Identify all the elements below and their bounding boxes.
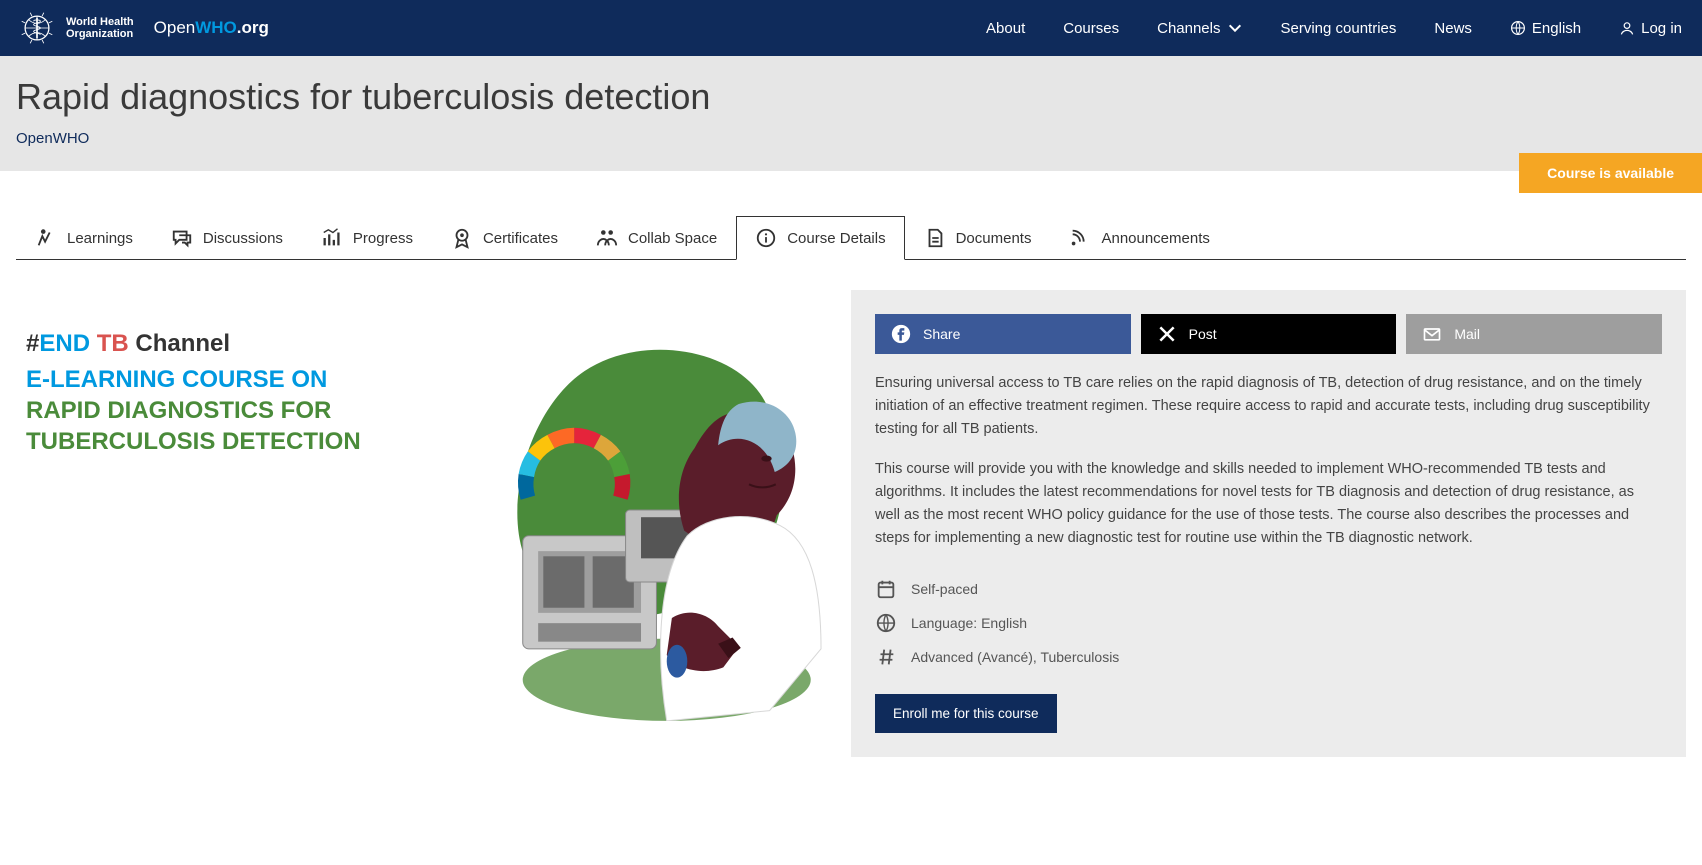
chevron-down-icon	[1227, 20, 1243, 36]
nav-login[interactable]: Log in	[1619, 20, 1682, 37]
who-logo-icon	[20, 11, 54, 45]
brand-text: OpenWHO.org	[154, 18, 269, 38]
info-icon	[755, 227, 777, 249]
globe-icon	[1510, 20, 1526, 36]
nav-about[interactable]: About	[986, 20, 1025, 37]
hero-illustration	[461, 330, 831, 726]
tab-announcements[interactable]: Announcements	[1050, 216, 1228, 260]
nav-serving[interactable]: Serving countries	[1281, 20, 1397, 37]
nav-channels[interactable]: Channels	[1157, 20, 1242, 37]
tabs-bar: Learnings Discussions Progress Certifica…	[16, 215, 1686, 260]
enroll-button[interactable]: Enroll me for this course	[875, 694, 1057, 733]
top-nav: World HealthOrganization OpenWHO.org Abo…	[0, 0, 1702, 56]
mail-icon	[1422, 324, 1442, 344]
hero-hash-line: #END TB Channel	[26, 330, 461, 358]
title-band: Rapid diagnostics for tuberculosis detec…	[0, 56, 1702, 171]
share-x-button[interactable]: Post	[1141, 314, 1397, 354]
collab-icon	[596, 227, 618, 249]
announcements-icon	[1069, 227, 1091, 249]
description-p2: This course will provide you with the kn…	[875, 458, 1662, 551]
share-row: Share Post Mail	[875, 314, 1662, 354]
share-facebook-button[interactable]: Share	[875, 314, 1131, 354]
discussions-icon	[171, 227, 193, 249]
meta-language: Language: English	[875, 612, 1662, 634]
user-icon	[1619, 20, 1635, 36]
hero-panel: #END TB Channel E-LEARNING COURSE ON RAP…	[16, 290, 851, 757]
details-panel: Share Post Mail Ensuring universal acces…	[851, 290, 1686, 757]
nav-courses[interactable]: Courses	[1063, 20, 1119, 37]
documents-icon	[924, 227, 946, 249]
description-p1: Ensuring universal access to TB care rel…	[875, 372, 1662, 442]
hash-icon	[875, 646, 897, 668]
nav-language[interactable]: English	[1510, 20, 1581, 37]
page-title: Rapid diagnostics for tuberculosis detec…	[16, 76, 1686, 118]
meta-tags: Advanced (Avancé), Tuberculosis	[875, 646, 1662, 668]
certificates-icon	[451, 227, 473, 249]
content-area: #END TB Channel E-LEARNING COURSE ON RAP…	[16, 290, 1686, 757]
calendar-icon	[875, 578, 897, 600]
tab-documents[interactable]: Documents	[905, 216, 1051, 260]
breadcrumb[interactable]: OpenWHO	[16, 130, 1686, 147]
tab-progress[interactable]: Progress	[302, 216, 432, 260]
nav-items: About Courses Channels Serving countries…	[986, 20, 1682, 37]
tab-learnings[interactable]: Learnings	[16, 216, 152, 260]
meta-pace: Self-paced	[875, 578, 1662, 600]
who-org-text: World HealthOrganization	[66, 16, 134, 40]
share-mail-button[interactable]: Mail	[1406, 314, 1662, 354]
tab-collab[interactable]: Collab Space	[577, 216, 736, 260]
x-icon	[1157, 324, 1177, 344]
globe-icon	[875, 612, 897, 634]
tab-course-details[interactable]: Course Details	[736, 216, 904, 260]
hero-course-line: E-LEARNING COURSE ON RAPID DIAGNOSTICS F…	[26, 364, 461, 458]
logo-block[interactable]: World HealthOrganization OpenWHO.org	[20, 11, 269, 45]
learnings-icon	[35, 227, 57, 249]
availability-badge: Course is available	[1519, 153, 1702, 193]
tab-discussions[interactable]: Discussions	[152, 216, 302, 260]
progress-icon	[321, 227, 343, 249]
facebook-icon	[891, 324, 911, 344]
tab-certificates[interactable]: Certificates	[432, 216, 577, 260]
nav-news[interactable]: News	[1434, 20, 1472, 37]
meta-list: Self-paced Language: English Advanced (A…	[875, 578, 1662, 668]
